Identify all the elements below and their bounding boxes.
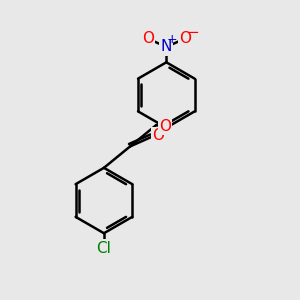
Text: Cl: Cl (97, 241, 111, 256)
Text: O: O (179, 31, 191, 46)
Text: N: N (161, 39, 172, 54)
Text: +: + (167, 33, 177, 46)
Text: O: O (152, 128, 164, 143)
Text: O: O (142, 31, 154, 46)
Text: O: O (159, 119, 171, 134)
Text: −: − (187, 25, 200, 40)
